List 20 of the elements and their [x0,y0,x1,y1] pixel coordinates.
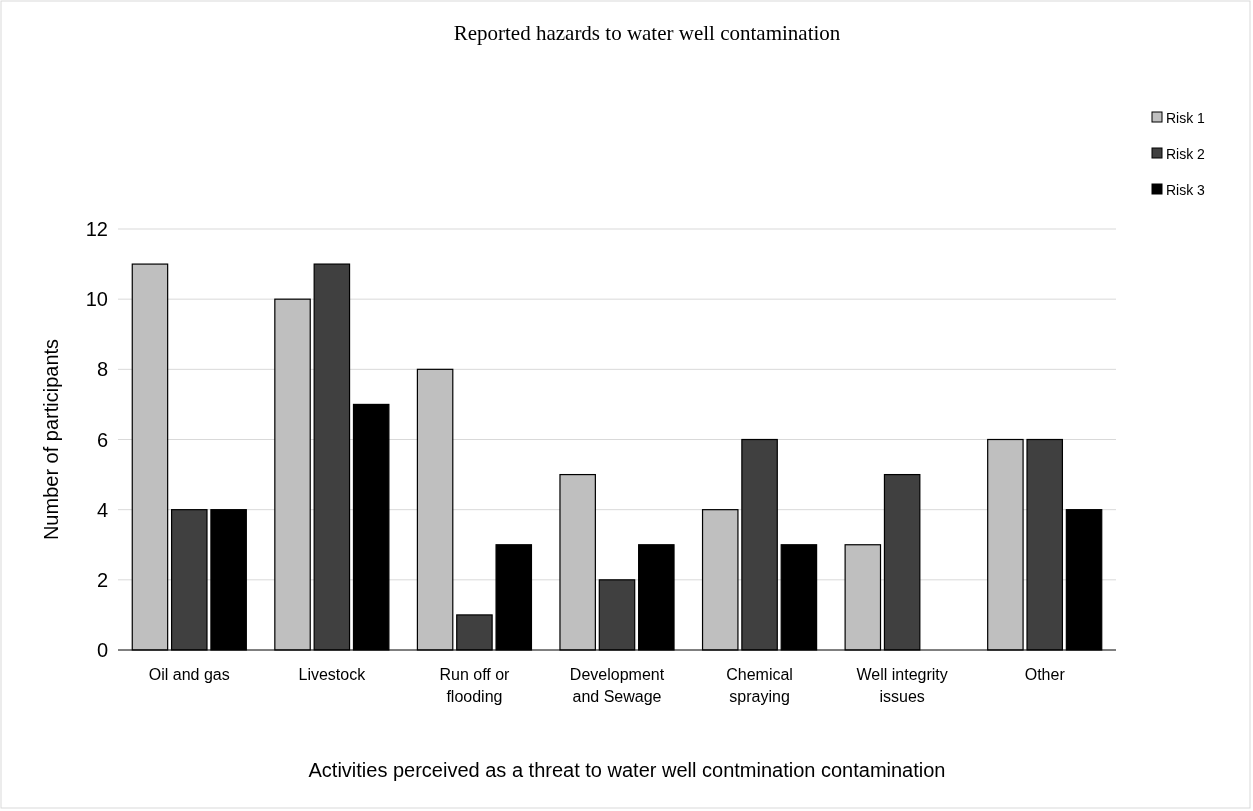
y-tick-label: 12 [85,218,108,240]
x-axis-title: Activities perceived as a threat to water well contmination contamination [308,759,946,781]
legend-label: Risk 3 [1166,181,1206,198]
y-tick-label: 0 [96,639,108,661]
x-tick-label: Other [1024,666,1066,683]
x-tick-label: Run off or flooding [439,666,511,705]
legend-label: Risk 1 [1166,109,1206,126]
x-tick-label: Development and Sewage [569,666,665,705]
y-tick-label: 2 [96,568,108,591]
y-tick-label: 4 [96,498,108,521]
y-tick-label: 10 [85,288,108,311]
legend-label: Risk 2 [1166,145,1206,162]
x-tick-label: Well integrity issues [856,666,948,705]
chart-title: Reported hazards to water well contamination [453,21,841,45]
x-tick-label: Oil and gas [148,666,230,683]
x-tick-label: Chemical spraying [726,666,793,705]
y-tick-label: 8 [96,358,108,381]
y-tick-label: 6 [96,428,108,451]
y-axis-title: Number of participants [40,338,62,541]
x-tick-label: Livestock [298,666,367,683]
